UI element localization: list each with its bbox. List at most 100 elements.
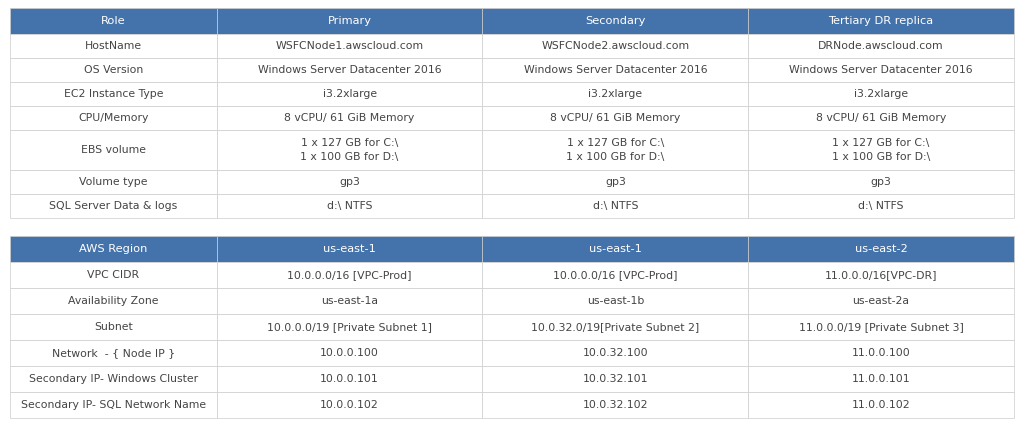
- Bar: [217, 366, 482, 392]
- Text: Primary: Primary: [328, 16, 372, 26]
- Text: EC2 Instance Type: EC2 Instance Type: [63, 89, 163, 99]
- Bar: [482, 8, 749, 34]
- Bar: [10, 262, 217, 288]
- Bar: [217, 130, 482, 170]
- Bar: [482, 58, 749, 82]
- Bar: [10, 194, 217, 218]
- Text: i3.2xlarge: i3.2xlarge: [323, 89, 377, 99]
- Text: 11.0.0.101: 11.0.0.101: [852, 374, 910, 384]
- Text: DRNode.awscloud.com: DRNode.awscloud.com: [818, 41, 944, 51]
- Text: Windows Server Datacenter 2016: Windows Server Datacenter 2016: [790, 65, 973, 75]
- Bar: [217, 106, 482, 130]
- Text: Secondary IP- SQL Network Name: Secondary IP- SQL Network Name: [20, 400, 206, 410]
- Text: 10.0.32.100: 10.0.32.100: [583, 348, 648, 358]
- Bar: [217, 82, 482, 106]
- Bar: [749, 340, 1014, 366]
- Bar: [10, 58, 217, 82]
- Bar: [749, 366, 1014, 392]
- Bar: [749, 170, 1014, 194]
- Bar: [482, 288, 749, 314]
- Bar: [10, 392, 217, 418]
- Bar: [10, 82, 217, 106]
- Text: Volume type: Volume type: [79, 177, 147, 187]
- Bar: [482, 366, 749, 392]
- Text: VPC CIDR: VPC CIDR: [87, 270, 139, 280]
- Text: Subnet: Subnet: [94, 322, 133, 332]
- Bar: [482, 314, 749, 340]
- Bar: [482, 170, 749, 194]
- Text: 8 vCPU/ 61 GiB Memory: 8 vCPU/ 61 GiB Memory: [550, 113, 681, 123]
- Bar: [217, 288, 482, 314]
- Text: gp3: gp3: [605, 177, 626, 187]
- Text: Network  - { Node IP }: Network - { Node IP }: [52, 348, 175, 358]
- Bar: [482, 34, 749, 58]
- Text: 10.0.0.0/16 [VPC-Prod]: 10.0.0.0/16 [VPC-Prod]: [553, 270, 678, 280]
- Bar: [10, 170, 217, 194]
- Bar: [482, 340, 749, 366]
- Text: i3.2xlarge: i3.2xlarge: [854, 89, 908, 99]
- Text: 1 x 127 GB for C:\
1 x 100 GB for D:\: 1 x 127 GB for C:\ 1 x 100 GB for D:\: [831, 138, 930, 161]
- Bar: [10, 340, 217, 366]
- Bar: [10, 34, 217, 58]
- Bar: [217, 170, 482, 194]
- Text: AWS Region: AWS Region: [79, 244, 147, 254]
- Bar: [217, 236, 482, 262]
- Text: 10.0.0.100: 10.0.0.100: [321, 348, 379, 358]
- Text: d:\ NTFS: d:\ NTFS: [327, 201, 373, 211]
- Text: Availability Zone: Availability Zone: [69, 296, 159, 306]
- Bar: [482, 392, 749, 418]
- Bar: [10, 236, 217, 262]
- Text: 10.0.0.102: 10.0.0.102: [321, 400, 379, 410]
- Bar: [749, 34, 1014, 58]
- Bar: [749, 82, 1014, 106]
- Text: 8 vCPU/ 61 GiB Memory: 8 vCPU/ 61 GiB Memory: [285, 113, 415, 123]
- Bar: [482, 194, 749, 218]
- Text: us-east-1b: us-east-1b: [587, 296, 644, 306]
- Text: 1 x 127 GB for C:\
1 x 100 GB for D:\: 1 x 127 GB for C:\ 1 x 100 GB for D:\: [566, 138, 665, 161]
- Text: Role: Role: [101, 16, 126, 26]
- Bar: [217, 340, 482, 366]
- Text: Secondary: Secondary: [585, 16, 645, 26]
- Bar: [10, 314, 217, 340]
- Text: SQL Server Data & logs: SQL Server Data & logs: [49, 201, 177, 211]
- Text: WSFCNode2.awscloud.com: WSFCNode2.awscloud.com: [542, 41, 689, 51]
- Text: Windows Server Datacenter 2016: Windows Server Datacenter 2016: [258, 65, 441, 75]
- Bar: [217, 262, 482, 288]
- Bar: [749, 130, 1014, 170]
- Text: us-east-2a: us-east-2a: [853, 296, 909, 306]
- Text: 11.0.0.0/19 [Private Subnet 3]: 11.0.0.0/19 [Private Subnet 3]: [799, 322, 964, 332]
- Bar: [10, 288, 217, 314]
- Text: OS Version: OS Version: [84, 65, 143, 75]
- Text: us-east-1a: us-east-1a: [322, 296, 378, 306]
- Text: 1 x 127 GB for C:\
1 x 100 GB for D:\: 1 x 127 GB for C:\ 1 x 100 GB for D:\: [300, 138, 398, 161]
- Text: us-east-2: us-east-2: [855, 244, 907, 254]
- Text: gp3: gp3: [339, 177, 360, 187]
- Bar: [482, 82, 749, 106]
- Text: 10.0.32.0/19[Private Subnet 2]: 10.0.32.0/19[Private Subnet 2]: [531, 322, 699, 332]
- Bar: [749, 194, 1014, 218]
- Bar: [482, 236, 749, 262]
- Bar: [217, 194, 482, 218]
- Bar: [217, 58, 482, 82]
- Text: gp3: gp3: [870, 177, 892, 187]
- Bar: [749, 236, 1014, 262]
- Text: CPU/Memory: CPU/Memory: [78, 113, 148, 123]
- Text: 11.0.0.100: 11.0.0.100: [852, 348, 910, 358]
- Text: 10.0.32.102: 10.0.32.102: [583, 400, 648, 410]
- Bar: [749, 8, 1014, 34]
- Bar: [749, 314, 1014, 340]
- Bar: [10, 106, 217, 130]
- Bar: [482, 130, 749, 170]
- Text: 10.0.0.101: 10.0.0.101: [321, 374, 379, 384]
- Text: us-east-1: us-east-1: [589, 244, 642, 254]
- Text: HostName: HostName: [85, 41, 142, 51]
- Bar: [482, 262, 749, 288]
- Bar: [10, 130, 217, 170]
- Text: i3.2xlarge: i3.2xlarge: [589, 89, 642, 99]
- Bar: [749, 262, 1014, 288]
- Text: 10.0.0.0/19 [Private Subnet 1]: 10.0.0.0/19 [Private Subnet 1]: [267, 322, 432, 332]
- Text: EBS volume: EBS volume: [81, 145, 145, 155]
- Bar: [217, 8, 482, 34]
- Bar: [10, 366, 217, 392]
- Bar: [10, 8, 217, 34]
